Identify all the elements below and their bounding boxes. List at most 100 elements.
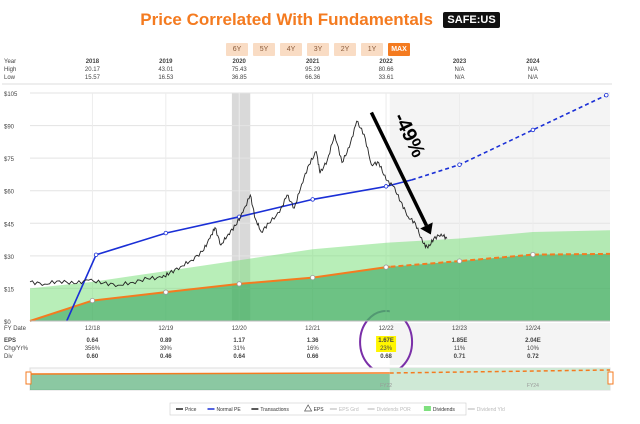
- chart-title: Price Correlated With Fundamentals: [140, 10, 433, 29]
- y-tick-label: $105: [4, 92, 18, 98]
- row-label: Year: [4, 59, 16, 65]
- eps-point: [163, 289, 169, 295]
- change-value: 39%: [160, 346, 173, 352]
- year-label: 2021: [306, 59, 320, 65]
- normal-pe-point: [310, 197, 315, 202]
- fy-date: 12/18: [85, 326, 101, 332]
- high-value: 80.66: [379, 67, 395, 73]
- dividend-value: 0.68: [380, 354, 392, 360]
- legend-item[interactable]: Dividend Yld: [467, 407, 505, 413]
- y-tick-label: $0: [4, 320, 11, 326]
- eps-point: [530, 251, 536, 258]
- row-label: Chg/Yr%: [4, 346, 29, 352]
- row-label: Div: [4, 354, 13, 360]
- dividend-value: 0.71: [454, 354, 466, 360]
- y-tick-label: $90: [4, 125, 15, 131]
- legend-label: Normal PE: [217, 407, 242, 413]
- change-value: 31%: [233, 346, 246, 352]
- legend-item[interactable]: Dividends POR: [367, 407, 412, 413]
- row-label: EPS: [4, 338, 16, 344]
- navigator-eps-area: [30, 374, 390, 390]
- legend-label: EPS Grd: [339, 407, 359, 413]
- eps-value: 2.04E: [525, 338, 541, 344]
- eps-line: [29, 265, 390, 322]
- low-value: 66.36: [305, 75, 321, 81]
- range-button-4y[interactable]: 4Y: [280, 43, 302, 56]
- year-label: 2018: [86, 59, 100, 65]
- high-value: N/A: [528, 67, 538, 73]
- eps-area: [30, 253, 610, 321]
- row-label: FY Date: [4, 326, 27, 332]
- fy-date: 12/24: [525, 326, 541, 332]
- normal-pe-point: [163, 230, 169, 236]
- range-button-3y[interactable]: 3Y: [307, 43, 329, 56]
- eps-value: 1.85E: [452, 338, 468, 344]
- low-value: 33.61: [379, 75, 395, 81]
- year-label: 2023: [453, 59, 467, 65]
- legend-item[interactable]: Price: [176, 407, 197, 413]
- navigator-estimate: [389, 368, 610, 390]
- legend-item[interactable]: Normal PE: [207, 407, 242, 413]
- dividend-value: 0.64: [233, 354, 245, 360]
- navigator-handle-left: [25, 371, 32, 385]
- legend-item[interactable]: EPS Grd: [329, 407, 359, 413]
- eps-point: [236, 281, 242, 287]
- navigator-eps-line: [29, 372, 390, 375]
- chart-header: Price Correlated With Fundamentals SAFE:…: [0, 10, 640, 30]
- y-tick-label: $75: [4, 157, 15, 163]
- y-tick-label: $45: [4, 222, 15, 228]
- eps-value: 0.89: [160, 338, 172, 344]
- high-value: 43.01: [158, 67, 174, 73]
- eps-point: [89, 297, 96, 304]
- legend-swatch: [303, 404, 313, 412]
- eps-value: 1.67E: [378, 338, 394, 344]
- legend-label: Transactions: [260, 407, 289, 413]
- eps-point: [310, 274, 316, 281]
- high-value: 20.17: [85, 67, 101, 73]
- drop-arrow-shaft: [369, 111, 429, 227]
- change-value: 10%: [527, 346, 540, 352]
- legend-box: [169, 402, 467, 416]
- legend-label: EPS: [314, 407, 325, 413]
- row-label: High: [4, 67, 16, 73]
- range-button-max[interactable]: MAX: [388, 43, 410, 56]
- row-label: Low: [4, 75, 16, 81]
- fy-date: 12/22: [379, 326, 395, 332]
- fy-date: 12/19: [158, 326, 174, 332]
- y-tick-label: $60: [4, 190, 15, 196]
- ticker-badge: SAFE:US: [443, 12, 500, 28]
- year-label: 2020: [233, 59, 247, 65]
- price-line: [29, 120, 448, 288]
- drop-arrow-head: [420, 222, 433, 235]
- low-value: 16.53: [158, 75, 174, 81]
- range-selector: 6Y 5Y 4Y 3Y 2Y 1Y MAX: [226, 43, 410, 57]
- navigator-label: FY22: [380, 383, 392, 389]
- eps-value: 1.17: [233, 338, 245, 344]
- year-label: 2024: [526, 59, 540, 65]
- normal-pe-point: [383, 184, 389, 189]
- eps-highlight: [376, 336, 397, 352]
- normal-pe-estimate-line: [411, 94, 607, 181]
- fy-date: 12/20: [232, 326, 248, 332]
- range-button-1y[interactable]: 1Y: [361, 43, 383, 56]
- eps-point: [383, 264, 389, 270]
- range-button-2y[interactable]: 2Y: [334, 43, 356, 56]
- high-value: N/A: [454, 67, 464, 73]
- legend-item[interactable]: Transactions: [251, 407, 289, 413]
- legend-label: Dividends: [433, 407, 455, 413]
- legend-item[interactable]: EPS: [303, 404, 325, 413]
- legend-item[interactable]: Dividends: [423, 406, 455, 413]
- normal-pe-point: [93, 252, 99, 257]
- range-button-6y[interactable]: 6Y: [226, 43, 248, 56]
- legend-swatch: [423, 406, 431, 411]
- high-value: 95.29: [305, 67, 321, 73]
- low-value: N/A: [528, 75, 538, 81]
- change-value: 11%: [454, 346, 466, 352]
- change-value: 356%: [85, 346, 101, 352]
- low-value: 36.85: [232, 75, 248, 81]
- range-button-5y[interactable]: 5Y: [253, 43, 275, 56]
- legend-label: Dividends POR: [377, 407, 412, 413]
- dividend-value: 0.46: [160, 354, 172, 360]
- normal-pe-point: [604, 92, 609, 98]
- high-value: 75.43: [232, 67, 248, 73]
